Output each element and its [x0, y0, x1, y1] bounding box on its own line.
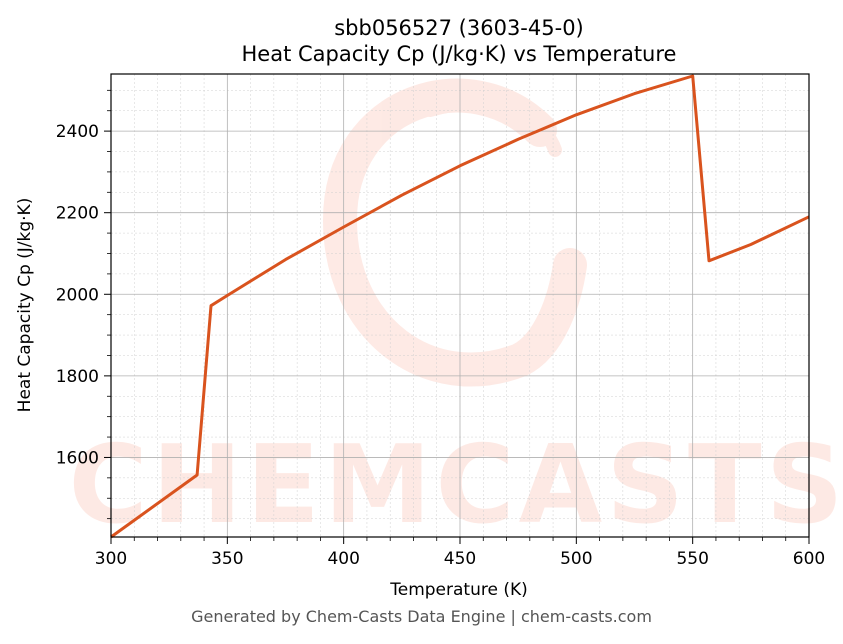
x-tick-label: 500	[560, 549, 592, 569]
footer-credit: Generated by Chem-Casts Data Engine | ch…	[191, 607, 652, 626]
series-layer	[110, 74, 810, 539]
x-tick-label: 450	[444, 549, 476, 569]
chart-title: sbb056527 (3603-45-0)	[334, 16, 584, 40]
y-tick-label: 1600	[56, 448, 99, 468]
y-axis-label: Heat Capacity Cp (J/kg·K)	[15, 198, 35, 413]
chart-subtitle: Heat Capacity Cp (J/kg·K) vs Temperature	[242, 42, 677, 66]
y-tick-label: 2200	[56, 204, 99, 224]
x-tick-label: 400	[327, 549, 359, 569]
x-axis-label: Temperature (K)	[389, 580, 528, 600]
x-tick-labels: 300 350 400 450 500 550 600	[95, 549, 825, 569]
y-tick-label: 1800	[56, 367, 99, 387]
y-tick-labels: 1600 1800 2000 2200 2400	[56, 122, 99, 468]
watermark-logo: CHEMCASTS	[69, 78, 843, 548]
cp-series-line	[110, 74, 810, 539]
x-tick-label: 550	[676, 549, 708, 569]
x-tick-label: 300	[95, 549, 127, 569]
watermark-text: CHEMCASTS	[69, 423, 843, 548]
y-tick-label: 2000	[56, 285, 99, 305]
x-tick-label: 600	[793, 549, 825, 569]
axis-ticks	[104, 89, 810, 544]
x-tick-label: 350	[211, 549, 243, 569]
y-tick-label: 2400	[56, 122, 99, 142]
